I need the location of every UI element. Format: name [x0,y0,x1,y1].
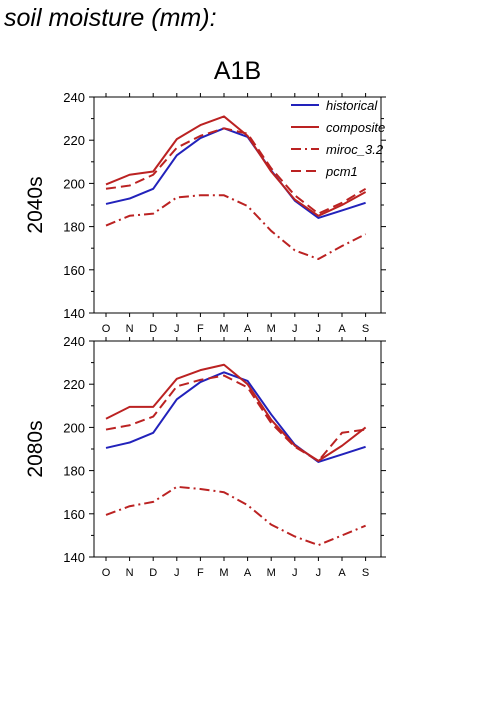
x-tick-label: A [338,323,346,335]
x-tick-label: A [244,567,252,579]
legend-label: historical [326,98,378,113]
y-tick-label: 160 [63,507,85,522]
legend-label: composite [326,120,385,135]
x-tick-label: J [316,567,322,579]
x-tick-label: O [102,323,111,335]
x-tick-label: M [267,323,276,335]
y-tick-label: 140 [63,550,85,565]
y-tick-label: 220 [63,377,85,392]
y-tick-label: 180 [63,464,85,479]
panel-1: 140 160 180 200 220 240 O N D J F M A M J J A S 2040s histo… [24,90,386,335]
series-line-pcm1 [105,127,367,215]
series-line-pcm1 [105,374,366,462]
y-tick-label: 180 [63,220,85,235]
x-tick-label: A [244,323,252,335]
x-tick-label: N [126,567,134,579]
series-line-miroc-3-2 [105,485,366,547]
series-line-composite [105,115,367,217]
series-line-composite [105,363,367,462]
y-tick-label: 220 [63,133,85,148]
y-tick-label: 160 [63,263,85,278]
x-tick-label: J [292,567,298,579]
series-line-historical [105,127,366,219]
y-tick-label: 240 [63,90,85,105]
y-tick-label: 140 [63,306,85,321]
x-tick-label: O [102,567,111,579]
y-tick-label: 240 [63,334,85,349]
x-tick-label: F [197,567,204,579]
x-tick-label: J [174,567,180,579]
legend-label: miroc_3.2 [326,142,384,157]
figure-header-label: soil moisture (mm): [4,4,217,32]
series-line-miroc-3-2 [105,194,367,260]
x-tick-label: J [174,323,180,335]
legend-label: pcm1 [325,164,358,179]
x-tick-label: M [219,567,228,579]
y-tick-label: 200 [63,176,85,191]
series-line-historical [105,371,366,463]
x-tick-label: J [316,323,322,335]
x-tick-label: S [362,323,369,335]
y-tick-label: 200 [63,420,85,435]
x-tick-label: F [197,323,204,335]
x-tick-label: J [292,323,298,335]
x-tick-label: A [338,567,346,579]
x-tick-label: M [267,567,276,579]
x-tick-label: S [362,567,369,579]
row-label: 2040s [24,176,47,233]
scenario-title: A1B [213,57,262,85]
x-tick-label: D [149,323,157,335]
x-tick-label: D [149,567,157,579]
row-label: 2080s [24,420,47,477]
x-tick-label: M [219,323,228,335]
x-tick-label: N [126,323,134,335]
panel-2: 140 160 180 200 220 240 O N D J F M A M J J A S 2080s [24,334,386,579]
